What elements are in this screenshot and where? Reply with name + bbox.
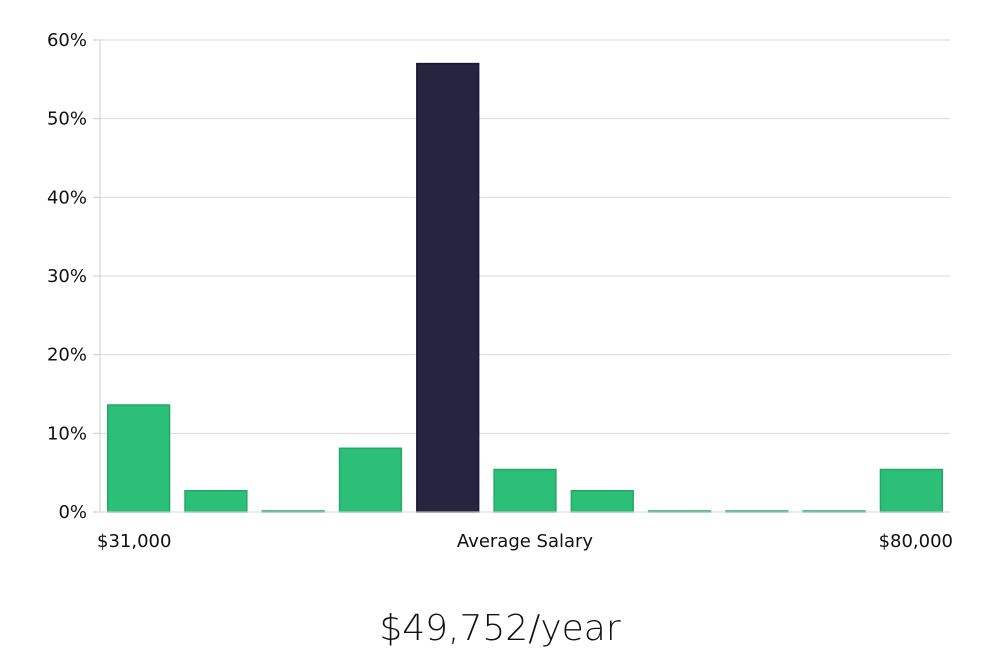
axes: 0% 10% 20% 30% 40% 50% 60% (47, 30, 950, 523)
bar (338, 447, 403, 513)
y-tick-label: 40% (47, 187, 87, 208)
bar (106, 404, 171, 513)
y-tick-label: 50% (47, 109, 87, 130)
y-tick-label: 10% (47, 423, 87, 444)
x-right-label: $80,000 (879, 531, 953, 552)
x-left-label: $31,000 (97, 531, 171, 552)
y-tick-label: 30% (47, 266, 87, 287)
y-tick-label: 0% (58, 502, 87, 523)
x-center-label: Average Salary (457, 531, 594, 552)
bar (570, 490, 634, 513)
bar-average-salary (416, 62, 480, 513)
y-tick-label: 60% (47, 30, 87, 51)
average-salary-value: $49,752/year (379, 608, 621, 649)
bar (184, 490, 248, 513)
gridlines (100, 39, 950, 434)
y-tick-label: 20% (47, 345, 87, 366)
bar (493, 468, 557, 513)
bar (879, 468, 944, 513)
bars (106, 62, 944, 513)
